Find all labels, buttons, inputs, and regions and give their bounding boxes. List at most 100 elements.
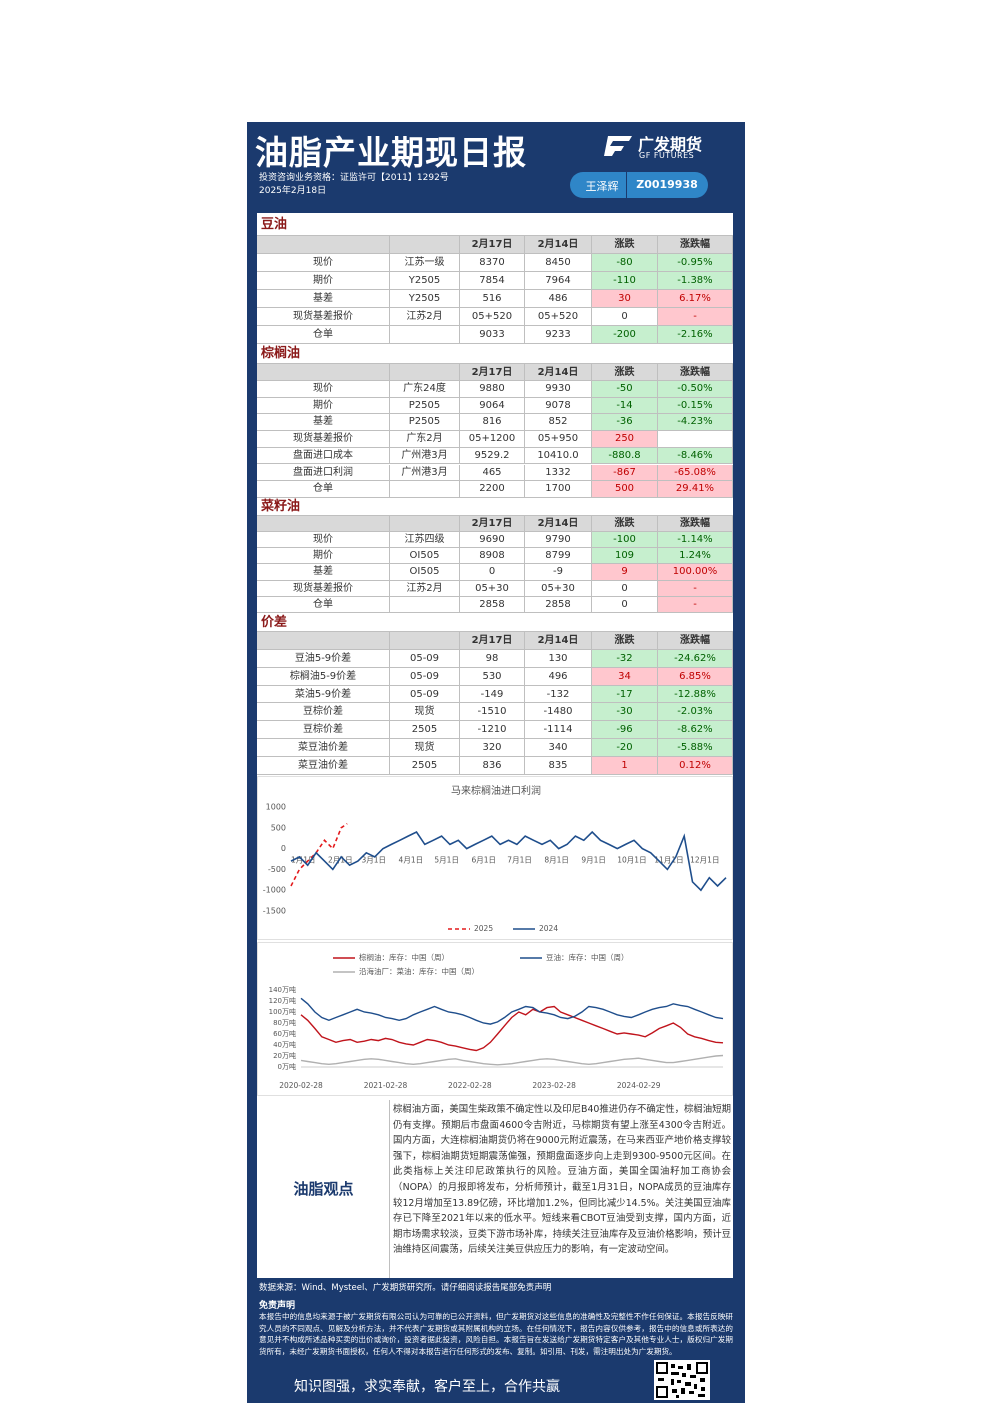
value-cell: 250 — [592, 431, 658, 448]
chart-title: 马来棕榈油进口利润 — [451, 784, 541, 797]
y-tick-label: 500 — [271, 823, 286, 832]
value-cell: 1700 — [525, 481, 592, 498]
value-cell: -32 — [592, 650, 658, 668]
value-cell: 2858 — [525, 596, 592, 613]
value-cell: -65.08% — [658, 464, 733, 482]
section-title: 豆油 — [257, 214, 733, 236]
label-cell: 盘面进口利润 — [257, 464, 390, 482]
value-cell: -1.38% — [658, 272, 733, 290]
analyst-id: Z0019938 — [636, 178, 698, 191]
source-note: 数据来源：Wind、Mysteel、广发期货研究所。请仔细阅读报告尾部免责声明 — [259, 1283, 552, 1293]
header-cell: 2月14日 — [525, 236, 592, 254]
header-cell: 涨跌 — [592, 632, 658, 650]
value-cell: 465 — [460, 464, 525, 482]
value-cell: -2.03% — [658, 703, 733, 722]
value-cell: -30 — [592, 703, 658, 722]
y-tick-label: 0万吨 — [278, 1062, 296, 1071]
header-cell: 涨跌幅 — [658, 364, 733, 381]
header-cell: 2月17日 — [460, 632, 525, 650]
value-cell: 0.12% — [658, 756, 733, 775]
value-cell: - — [658, 580, 733, 597]
value-cell: 130 — [525, 650, 592, 668]
value-cell: 05+30 — [525, 580, 592, 597]
label-cell — [390, 596, 460, 613]
label-cell: 2505 — [390, 756, 460, 775]
x-tick-label: 11月1日 — [654, 856, 683, 865]
header-cell: 2月17日 — [460, 364, 525, 381]
value-cell: 9033 — [460, 326, 525, 344]
header-cell: 2月17日 — [460, 236, 525, 254]
inventory-chart: 0万吨 20万吨 40万吨 60万吨 80万吨 100万吨 120万吨 140万吨 2020-0… — [257, 942, 733, 1096]
logo-icon — [604, 136, 632, 156]
label-cell: 广州港3月 — [390, 464, 460, 482]
report-date: 2025年2月18日 — [259, 186, 327, 196]
x-tick-label: 5月1日 — [434, 856, 459, 865]
label-cell: 现货基差报价 — [257, 308, 390, 326]
x-tick-label: 12月1日 — [690, 856, 719, 865]
series-line — [300, 1054, 724, 1066]
y-tick-label: 100万吨 — [269, 1007, 296, 1016]
value-cell: 9930 — [525, 381, 592, 398]
value-cell: -80 — [592, 254, 658, 272]
section-title: 价差 — [257, 613, 733, 632]
label-cell: 仓单 — [257, 596, 390, 613]
label-cell: 期价 — [257, 397, 390, 415]
value-cell: 8370 — [460, 254, 525, 272]
label-cell: 现价 — [257, 532, 390, 549]
value-cell: -20 — [592, 739, 658, 757]
header-cell — [390, 516, 460, 532]
label-cell: 期价 — [257, 272, 390, 290]
logo-cn: 广发期货 — [638, 135, 703, 154]
value-cell: -2.16% — [658, 326, 733, 344]
qr-code — [654, 1360, 710, 1400]
value-cell: 10410.0 — [525, 447, 592, 465]
header-cell: 涨跌幅 — [658, 236, 733, 254]
value-cell: 34 — [592, 667, 658, 686]
value-cell: 816 — [460, 414, 525, 432]
slogan: 知识图强，求实奉献，客户至上，合作共赢 — [294, 1379, 560, 1395]
x-tick-label: 2021-02-28 — [364, 1081, 408, 1090]
value-cell: 0 — [592, 308, 658, 326]
qr-finder — [696, 1362, 708, 1374]
value-cell: -1480 — [525, 703, 592, 722]
label-cell: 现货 — [390, 703, 460, 722]
value-cell: -9 — [525, 564, 592, 581]
label-cell: 江苏2月 — [390, 308, 460, 326]
header-cell: 涨跌幅 — [658, 632, 733, 650]
value-cell: 486 — [525, 290, 592, 308]
series-line — [290, 822, 348, 887]
qr-finder — [656, 1362, 668, 1374]
value-cell: 500 — [592, 481, 658, 498]
y-tick-label: 140万吨 — [269, 985, 296, 994]
value-cell: 9529.2 — [460, 447, 525, 465]
value-cell: 8450 — [525, 254, 592, 272]
x-tick-label: 7月1日 — [507, 856, 532, 865]
x-tick-label: 3月1日 — [362, 856, 387, 865]
header-cell: 2月14日 — [525, 632, 592, 650]
value-cell: 9 — [592, 564, 658, 581]
disclaimer-title: 免责声明 — [259, 1301, 296, 1311]
section-title: 棕榈油 — [257, 344, 733, 364]
logo-en: GF FUTURES — [639, 151, 695, 160]
value-cell: 9790 — [525, 532, 592, 549]
label-cell: 05-09 — [390, 650, 460, 668]
value-cell: 496 — [525, 667, 592, 686]
label-cell: 盘面进口成本 — [257, 447, 390, 465]
label-cell: 江苏四级 — [390, 532, 460, 549]
value-cell: -50 — [592, 381, 658, 398]
label-cell: 菜油5-9价差 — [257, 685, 390, 704]
label-cell: 05-09 — [390, 685, 460, 704]
value-cell: 8799 — [525, 548, 592, 565]
value-cell: 835 — [525, 756, 592, 775]
value-cell: -8.62% — [658, 721, 733, 739]
legend-label: 2025 — [474, 924, 493, 933]
value-cell: -8.46% — [658, 447, 733, 465]
y-tick-label: 60万吨 — [273, 1029, 296, 1038]
value-cell: 9690 — [460, 532, 525, 549]
header-cell: 涨跌 — [592, 236, 658, 254]
header-cell — [390, 632, 460, 650]
label-cell: 现货基差报价 — [257, 431, 390, 448]
value-cell: 6.85% — [658, 667, 733, 686]
